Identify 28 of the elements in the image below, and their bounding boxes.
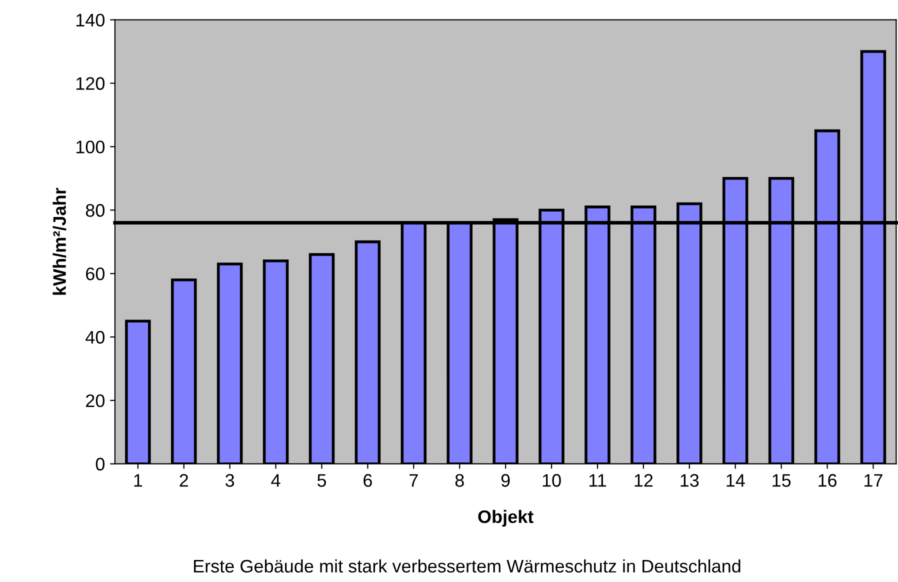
x-tick-label: 4 — [271, 474, 280, 487]
x-tick-label: 6 — [364, 474, 372, 487]
y-tick-label: 140 — [76, 14, 105, 27]
x-tick-label: 13 — [680, 474, 699, 487]
y-tick-label: 80 — [86, 204, 105, 217]
x-tick-label: 7 — [410, 474, 418, 487]
x-axis-title: Objekt — [478, 510, 534, 527]
text: Erste Gebäude mit stark verbessertem Wärmeschutz in Deutschland — [194, 559, 740, 573]
y-axis-title: kWh/m²/Jahr — [52, 188, 66, 295]
x-tick-label: 3 — [226, 474, 234, 487]
x-tick-label: 11 — [589, 474, 606, 487]
x-tick-label: 10 — [542, 474, 561, 487]
x-tick-label: 5 — [317, 474, 326, 487]
y-tick-label: 120 — [76, 77, 105, 90]
y-tick-label: 60 — [86, 267, 105, 280]
x-tick-label: 17 — [864, 474, 882, 487]
x-tick-label: 15 — [772, 474, 791, 487]
y-tick-label: 20 — [86, 394, 105, 408]
x-tick-label: 16 — [818, 474, 837, 487]
y-tick-label: 0 — [96, 458, 105, 471]
x-tick-label: 1 — [134, 474, 142, 487]
y-tick-label: 100 — [76, 140, 105, 154]
x-tick-label: 14 — [726, 474, 745, 487]
x-tick-label: 9 — [501, 474, 510, 487]
y-tick-label: 40 — [86, 330, 105, 344]
x-tick-label: 12 — [634, 474, 653, 487]
x-tick-label: 8 — [455, 474, 464, 487]
x-tick-label: 2 — [180, 474, 188, 487]
